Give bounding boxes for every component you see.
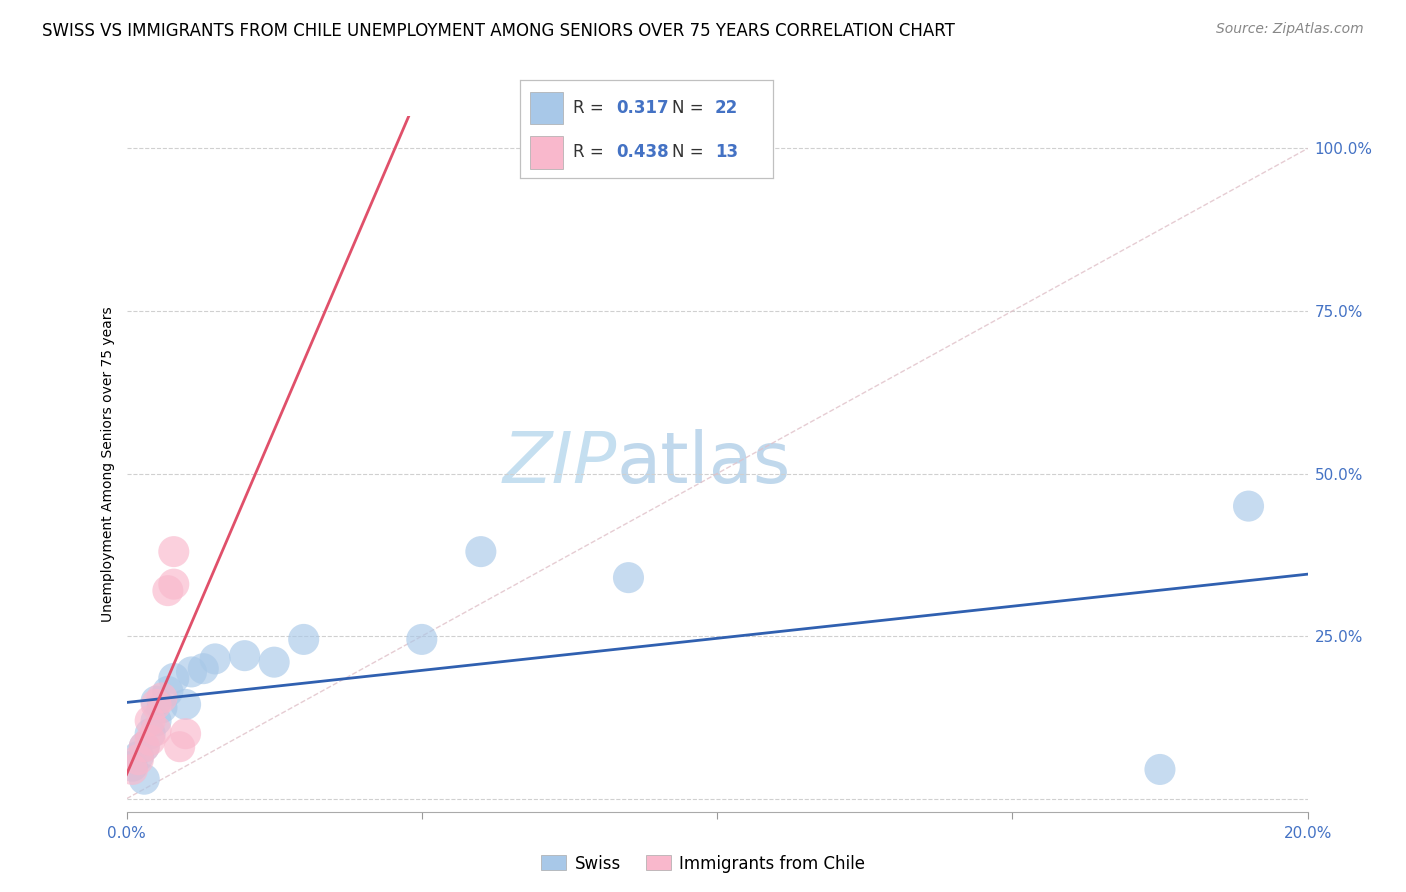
Text: SWISS VS IMMIGRANTS FROM CHILE UNEMPLOYMENT AMONG SENIORS OVER 75 YEARS CORRELAT: SWISS VS IMMIGRANTS FROM CHILE UNEMPLOYM… — [42, 22, 955, 40]
Text: atlas: atlas — [617, 429, 792, 499]
Point — [180, 665, 202, 679]
Point — [134, 739, 156, 754]
Text: 0.317: 0.317 — [616, 99, 669, 117]
Point — [204, 652, 226, 666]
Point — [163, 544, 186, 558]
Point — [150, 700, 173, 714]
Point — [134, 739, 156, 754]
Point — [121, 763, 143, 777]
Point — [233, 648, 256, 663]
Point — [617, 571, 640, 585]
Point — [145, 694, 167, 708]
Point — [145, 714, 167, 728]
Point — [139, 714, 162, 728]
Text: R =: R = — [574, 99, 609, 117]
FancyBboxPatch shape — [530, 136, 564, 169]
Point — [1237, 499, 1260, 513]
Point — [163, 672, 186, 686]
Point — [139, 727, 162, 741]
Point — [470, 544, 492, 558]
Point — [139, 733, 162, 747]
Point — [156, 583, 179, 598]
Point — [263, 655, 285, 669]
Point — [145, 698, 167, 712]
Point — [174, 727, 197, 741]
Point — [156, 684, 179, 698]
Point — [121, 759, 143, 773]
Point — [411, 632, 433, 647]
Text: 22: 22 — [716, 99, 738, 117]
Legend: Swiss, Immigrants from Chile: Swiss, Immigrants from Chile — [534, 848, 872, 880]
Text: N =: N = — [672, 143, 709, 161]
Point — [145, 723, 167, 738]
Text: N =: N = — [672, 99, 709, 117]
Text: ZIP: ZIP — [502, 429, 617, 499]
Text: R =: R = — [574, 143, 609, 161]
Point — [127, 753, 149, 767]
Point — [193, 662, 215, 676]
Text: 0.438: 0.438 — [616, 143, 669, 161]
Point — [174, 698, 197, 712]
FancyBboxPatch shape — [530, 92, 564, 124]
Point — [127, 749, 149, 764]
Point — [1149, 763, 1171, 777]
Text: Source: ZipAtlas.com: Source: ZipAtlas.com — [1216, 22, 1364, 37]
Point — [292, 632, 315, 647]
Point — [150, 690, 173, 705]
Point — [163, 577, 186, 591]
Point — [169, 739, 191, 754]
Point — [134, 772, 156, 787]
Y-axis label: Unemployment Among Seniors over 75 years: Unemployment Among Seniors over 75 years — [101, 306, 115, 622]
Text: 13: 13 — [716, 143, 738, 161]
